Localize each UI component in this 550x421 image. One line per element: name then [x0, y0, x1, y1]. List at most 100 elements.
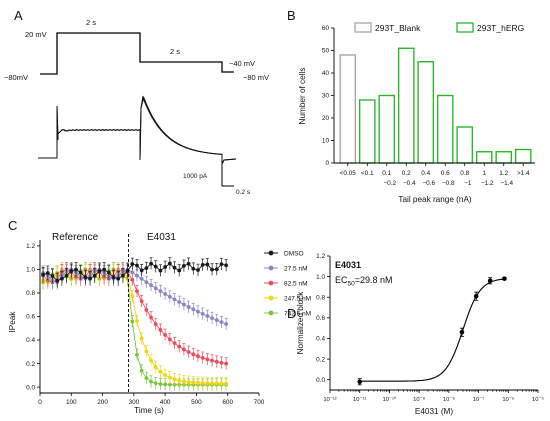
b-x-tick-label: >1.4: [517, 170, 530, 177]
c-data-point: [139, 268, 144, 273]
c-x-tick-label: 300: [129, 399, 140, 406]
c-data-point: [144, 280, 149, 285]
b-bar: [378, 94, 396, 164]
c-y-tick-label: 1.2: [26, 243, 35, 250]
c-data-point: [149, 379, 153, 384]
b-x-tick-label-lower: −0.4: [403, 180, 416, 187]
c-data-point: [182, 302, 186, 307]
b-x-tick-label: 0.1: [382, 170, 391, 177]
c-data-point: [219, 381, 224, 386]
d-x-tick-label: 10⁻¹⁰: [383, 396, 397, 403]
c-data-point: [153, 322, 158, 327]
c-series: [41, 257, 229, 391]
d-points: [357, 276, 507, 386]
panel-c: C 0 100 200 300 400 500 600 700 0.0 0.2 0.4 0.6 0.8 1…: [8, 218, 311, 415]
c-data-point: [214, 359, 219, 364]
b-x-tick-label: 0.8: [460, 170, 469, 177]
c-data-point: [158, 369, 163, 374]
panel-a: A −80mV 20 mV −40 mV −80 mV 2 s 2 s 1000…: [4, 8, 269, 196]
b-bar: [358, 99, 376, 164]
c-data-point: [163, 265, 168, 269]
c-legend-marker: [268, 265, 274, 271]
b-y-tick-label: 10: [322, 138, 330, 145]
c-data-point: [205, 262, 210, 267]
c-data-point: [219, 262, 224, 267]
d-y-tick-label: 0.6: [316, 315, 325, 322]
c-data-point: [139, 299, 144, 304]
b-y-tick-label: 20: [322, 115, 330, 122]
c-data-point: [186, 380, 191, 384]
d-x-tick-label: 10⁻⁸: [443, 396, 456, 403]
b-bar: [339, 54, 357, 164]
c-data-point: [172, 265, 177, 270]
c-data-point: [224, 381, 229, 386]
c-data-point: [191, 266, 196, 271]
b-y-tick-label: 50: [322, 48, 330, 55]
d-ec50-label: EC50=29.8 nM: [335, 275, 393, 288]
b-y-tick-label: 30: [322, 93, 330, 100]
c-data-point: [224, 361, 229, 366]
c-data-point: [116, 276, 121, 281]
c-data-point: [144, 376, 149, 380]
c-data-point: [130, 294, 135, 299]
c-data-point: [149, 315, 153, 320]
c-data-point: [149, 261, 153, 266]
c-data-point: [106, 270, 111, 275]
panel-b-letter: B: [287, 8, 296, 23]
c-data-point: [158, 327, 163, 332]
c-data-point: [219, 360, 224, 365]
c-data-point: [144, 307, 149, 312]
c-data-point: [191, 307, 196, 312]
b-x-axis: <0.05 <0.1 0.1 −0.2 0.2 −0.4 0.4 −0.6 0.6 −0.8 0.8…: [340, 163, 530, 187]
c-legend: DMSO 27.5 nM 82.5 nM 247.5 nM 742.5 nM: [264, 250, 311, 317]
c-data-point: [149, 283, 153, 288]
c-x-tick-label: 200: [97, 399, 108, 406]
c-data-point: [210, 316, 214, 321]
c-data-point: [158, 268, 163, 273]
c-y-tick-label: 0.8: [26, 290, 35, 297]
c-series-line: [42, 268, 227, 384]
d-axes: [329, 256, 538, 391]
c-y-tick-label: 1.0: [26, 267, 35, 274]
c-data-point: [69, 269, 74, 273]
c-data-point: [210, 267, 214, 272]
b-x-tick-label-lower: −1: [464, 180, 472, 187]
b-bars: [339, 47, 532, 164]
c-data-point: [158, 382, 163, 386]
d-x-tick-label: 10⁻⁶: [502, 396, 515, 403]
c-data-point: [200, 355, 205, 360]
d-title: E4031: [335, 260, 361, 270]
c-data-point: [83, 275, 88, 280]
c-data-point: [219, 320, 224, 325]
b-bar: [397, 47, 415, 164]
c-data-point: [196, 268, 200, 272]
c-data-point: [196, 380, 200, 385]
c-x-tick-label: 400: [160, 399, 171, 406]
c-data-point: [121, 273, 125, 278]
scale-bar: [221, 160, 234, 187]
c-y-tick-label: 0.2: [26, 361, 35, 368]
reference-label: Reference: [52, 232, 99, 243]
c-series-line: [42, 269, 227, 325]
c-data-point: [200, 311, 205, 316]
voltage-protocol-trace: [40, 32, 234, 75]
b-x-tick-label: 0.6: [441, 170, 450, 177]
c-data-point: [153, 365, 158, 369]
c-data-point: [172, 377, 177, 382]
d-x-tick-label: 10⁻¹¹: [353, 397, 366, 403]
c-x-tick-label: 600: [222, 399, 233, 406]
c-data-point: [64, 273, 69, 278]
d-ec50-value: =29.8 nM: [355, 275, 393, 285]
b-bar: [495, 151, 513, 164]
d-x-tick-label: 10⁻⁹: [413, 396, 426, 403]
legend-label-herg: 293T_hERG: [477, 23, 524, 33]
b-x-tick-label: <0.1: [361, 170, 374, 177]
c-data-point: [177, 344, 182, 349]
c-data-point: [167, 375, 172, 380]
c-data-point: [78, 270, 83, 275]
e4031-label: E4031: [147, 232, 176, 243]
c-data-point: [196, 354, 200, 359]
b-y-axis: 0 10 20 30 40 50 60: [322, 25, 334, 167]
c-data-point: [135, 289, 139, 294]
